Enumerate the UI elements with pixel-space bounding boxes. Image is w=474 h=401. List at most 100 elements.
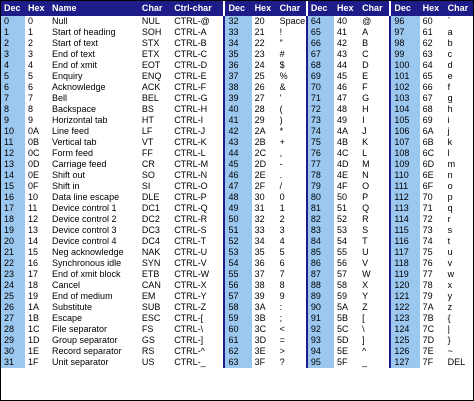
ctrl-char-cell: CTRL-M [171,159,223,170]
name-cell: Cancel [49,280,139,291]
hex-cell: 18 [25,280,49,291]
char-cell: Z [359,302,389,313]
ctrl-char-cell: CTRL-Q [171,203,223,214]
dec-cell: 11 [1,137,25,148]
name-cell: End of text [49,49,139,60]
char-cell: % [277,71,306,82]
char-cell: EM [139,291,171,302]
hex-cell: 34 [252,236,277,247]
name-cell: Device control 2 [49,214,139,225]
dec-cell: 107 [391,137,419,148]
dec-cell: 52 [225,236,251,247]
hex-cell: 5E [334,346,359,357]
char-cell: SI [139,181,171,192]
hex-cell: 29 [252,115,277,126]
table-row: 11 0B Vertical tab VT CTRL-K 43 2B +75 4B K 107 6B k [1,137,473,148]
ctrl-char-cell: CTRL-U [171,247,223,258]
hex-cell: 68 [420,104,445,115]
dec-cell: 38 [225,82,251,93]
hex-cell: 7C [420,324,445,335]
dec-cell: 98 [391,38,419,49]
char-cell: DC4 [139,236,171,247]
name-cell: Device control 4 [49,236,139,247]
hex-cell: 55 [334,247,359,258]
hex-cell: 79 [420,291,445,302]
name-cell: File separator [49,324,139,335]
ctrl-char-cell: CTRL-E [171,71,223,82]
hex-cell: 66 [420,82,445,93]
hex-cell: 39 [252,291,277,302]
char-cell: 0 [277,192,306,203]
dec-cell: 71 [308,93,334,104]
char-cell: | [445,324,473,335]
char-cell: r [445,214,473,225]
hex-cell: 73 [420,225,445,236]
char-cell: & [277,82,306,93]
dec-cell: 56 [225,280,251,291]
hex-cell: 33 [252,225,277,236]
ctrl-char-cell: CTRL-_ [171,357,223,368]
dec-cell: 19 [1,225,25,236]
dec-cell: 14 [1,170,25,181]
ascii-table: Dec Hex Name Char Ctrl-char Dec Hex Char… [1,1,473,368]
hex-cell: 2 [25,38,49,49]
name-cell: Data line escape [49,192,139,203]
table-row: 14 0E Shift out SO CTRL-N 46 2E. 78 4E N 110 6E n [1,170,473,181]
hex-cell: 71 [420,203,445,214]
table-row: 21 15 Neg acknowledge NAK CTRL-U 53 35 5 85 55 U 11… [1,247,473,258]
ctrl-char-cell: CTRL-S [171,225,223,236]
hex-cell: 31 [252,203,277,214]
ctrl-char-cell: CTRL-^ [171,346,223,357]
hex-cell: 63 [420,49,445,60]
char-cell: n [445,170,473,181]
char-cell: ENQ [139,71,171,82]
dec-cell: 103 [391,93,419,104]
hex-cell: 4D [334,159,359,170]
hex-cell: 78 [420,280,445,291]
hex-cell: 16 [25,258,49,269]
ctrl-char-cell: CTRL-Z [171,302,223,313]
char-cell: s [445,225,473,236]
hex-cell: 2B [252,137,277,148]
hex-cell: 14 [25,236,49,247]
hex-cell: 28 [252,104,277,115]
hex-cell: 3C [252,324,277,335]
hex-cell: 1E [25,346,49,357]
hex-cell: 8 [25,104,49,115]
char-cell: J [359,126,389,137]
char-cell: GS [139,335,171,346]
char-cell: 1 [277,203,306,214]
hex-cell: 77 [420,269,445,280]
char-cell: ! [277,27,306,38]
dec-cell: 45 [225,159,251,170]
name-cell: Horizontal tab [49,115,139,126]
name-cell: Shift out [49,170,139,181]
ctrl-char-cell: CTRL-D [171,60,223,71]
ctrl-char-cell: CTRL-H [171,104,223,115]
char-cell: DC3 [139,225,171,236]
char-cell: L [359,148,389,159]
dec-cell: 42 [225,126,251,137]
name-cell: Record separator [49,346,139,357]
dec-cell: 33 [225,27,251,38]
char-cell: i [445,115,473,126]
hex-cell: 74 [420,236,445,247]
char-cell: 7 [277,269,306,280]
dec-cell: 20 [1,236,25,247]
header-char: Char [277,1,306,16]
dec-cell: 100 [391,60,419,71]
dec-cell: 85 [308,247,334,258]
char-cell: $ [277,60,306,71]
table-row: 28 1C File separator FS CTRL-\ 60 3C <92 5C \ 124 7… [1,324,473,335]
dec-cell: 31 [1,357,25,368]
dec-cell: 22 [1,258,25,269]
char-cell: A [359,27,389,38]
hex-cell: 5D [334,335,359,346]
table-row: 17 11 Device control 1 DC1 CTRL-Q 49 31 1 81 51 Q 1… [1,203,473,214]
hex-cell: 56 [334,258,359,269]
hex-cell: 3F [252,357,277,368]
table-row: 31 1F Unit separator US CTRL-_ 63 3F? 95 5F _ 127 7… [1,357,473,368]
ctrl-char-cell: CTRL-T [171,236,223,247]
char-cell: # [277,49,306,60]
hex-cell: 75 [420,247,445,258]
